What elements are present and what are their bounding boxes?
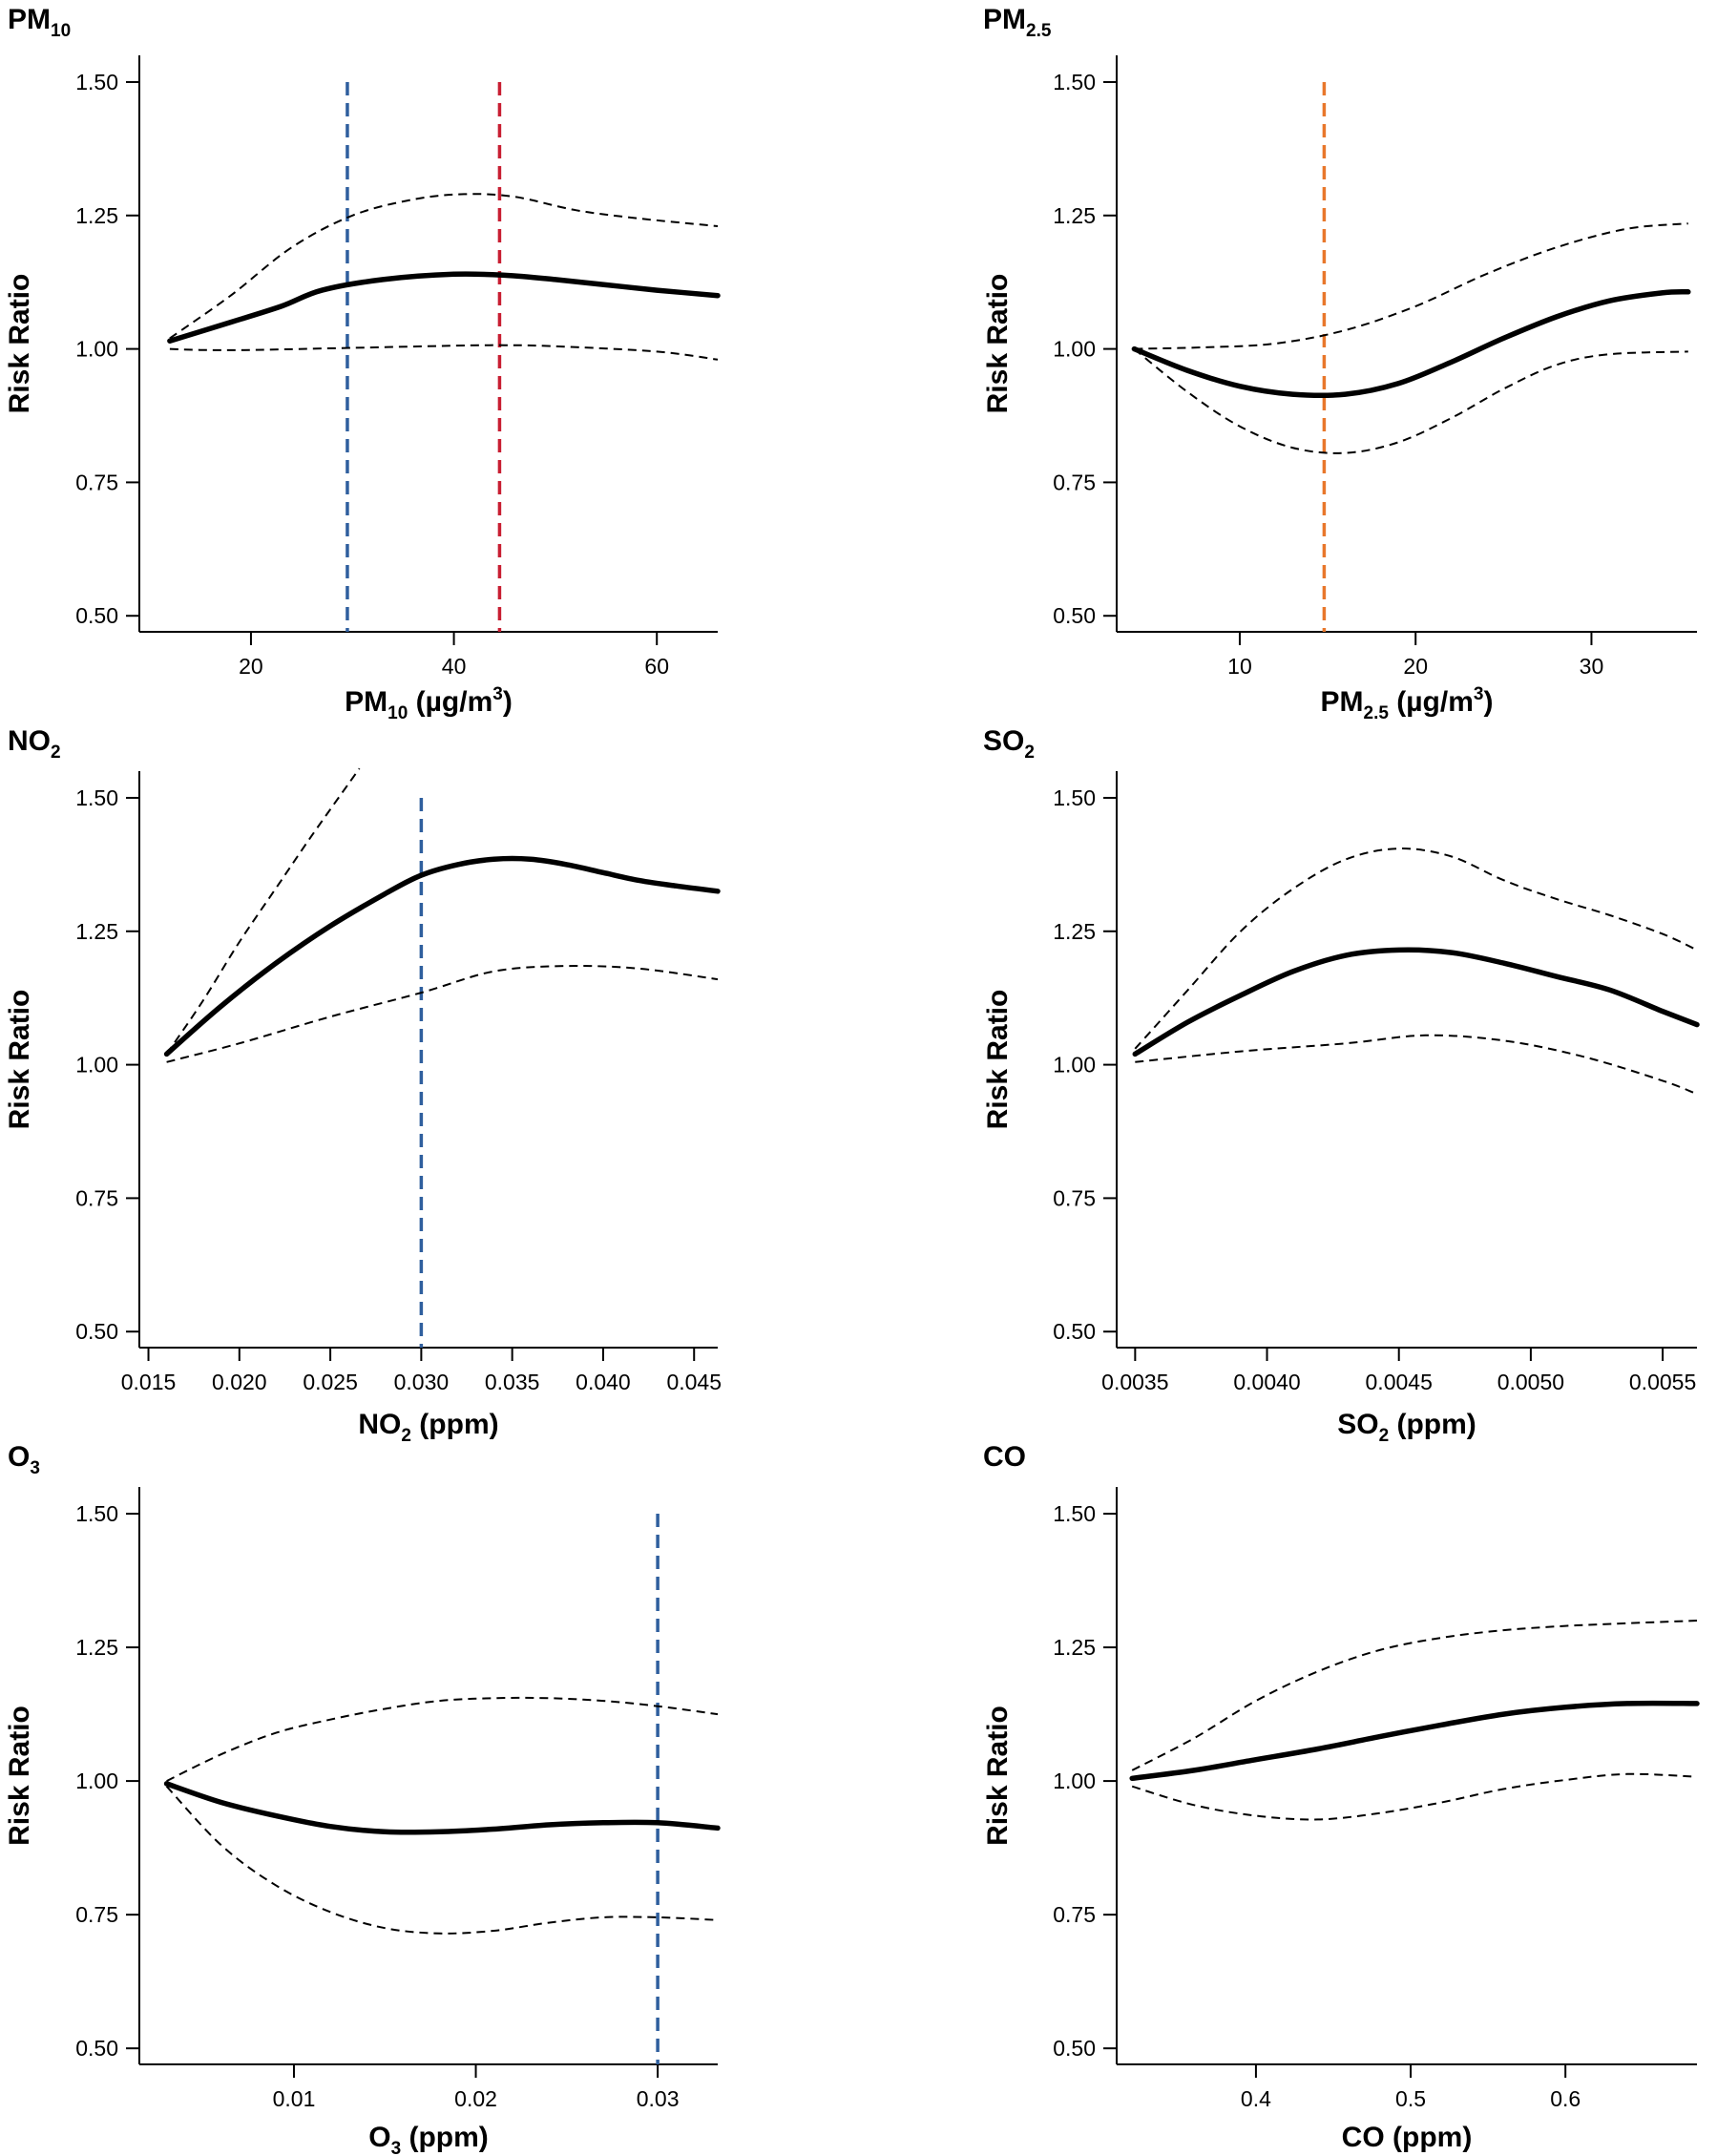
estimate-line xyxy=(163,855,721,1057)
panel-title: CO xyxy=(983,1441,1026,1473)
x-tick-label: 0.035 xyxy=(485,1370,540,1394)
y-tick-label: 0.50 xyxy=(75,1319,118,1344)
upper-ci-line xyxy=(1134,848,1698,1050)
x-tick-label: 20 xyxy=(1403,654,1428,679)
y-tick-label: 1.50 xyxy=(75,1501,118,1526)
y-tick-label: 0.75 xyxy=(1053,1902,1096,1927)
lower-ci-line xyxy=(166,965,719,1063)
y-tick-label: 0.50 xyxy=(1053,603,1096,628)
upper-ci-line xyxy=(169,193,719,340)
x-tick-label: 0.030 xyxy=(394,1370,450,1394)
panel-title: SO2 xyxy=(983,725,1035,763)
estimate-line xyxy=(167,271,721,344)
y-tick-label: 1.00 xyxy=(1053,1053,1096,1078)
x-axis-title: PM2.5 (µg/m3) xyxy=(1321,684,1494,723)
x-tick-label: 0.0055 xyxy=(1629,1370,1696,1394)
x-tick-label: 0.6 xyxy=(1550,2086,1581,2111)
upper-ci-line xyxy=(1134,222,1688,350)
y-tick-label: 1.00 xyxy=(75,337,118,362)
y-tick-label: 0.50 xyxy=(75,603,118,628)
upper-ci-line xyxy=(165,767,361,1055)
x-axis-title: CO (ppm) xyxy=(1342,2122,1473,2153)
y-tick-label: 1.50 xyxy=(1053,70,1096,94)
panel-title: O3 xyxy=(8,1441,40,1478)
y-tick-label: 0.50 xyxy=(1053,1319,1096,1344)
y-axis-title: Risk Ratio xyxy=(982,990,1014,1130)
y-tick-label: 1.25 xyxy=(1053,203,1096,228)
x-tick-label: 0.015 xyxy=(121,1370,177,1394)
estimate-line xyxy=(163,1781,721,1835)
panel-title: PM10 xyxy=(8,4,71,41)
x-axis-title: NO2 (ppm) xyxy=(358,1409,498,1446)
panel-co: CO 0.50 0.75 1.00 1.25 1.50 0.4 0.5 0.6 Risk Rati… xyxy=(982,1441,1700,2153)
lower-ci-line xyxy=(1133,347,1688,454)
lower-ci-line xyxy=(165,1786,719,1935)
estimate-line xyxy=(1132,947,1700,1057)
x-tick-label: 0.0045 xyxy=(1366,1370,1433,1394)
panel-no2: NO2 0.50 0.75 1.00 1.25 1.50 0.015 0.020 0.025 0.… xyxy=(4,725,722,1446)
upper-ci-line xyxy=(1131,1620,1698,1771)
lower-ci-line xyxy=(1135,1034,1698,1096)
y-tick-label: 1.50 xyxy=(1053,785,1096,810)
y-tick-label: 1.00 xyxy=(75,1053,118,1078)
panel-pm10: PM10 0.50 0.75 1.00 1.25 1.50 20 40 60 Risk Ratio… xyxy=(4,4,721,723)
y-tick-label: 0.50 xyxy=(75,2036,118,2061)
y-tick-label: 1.00 xyxy=(1053,337,1096,362)
y-tick-label: 0.75 xyxy=(1053,470,1096,494)
y-axis-title: Risk Ratio xyxy=(4,1706,35,1846)
y-tick-label: 0.50 xyxy=(1053,2036,1096,2061)
y-tick-label: 1.50 xyxy=(1053,1501,1096,1526)
x-tick-label: 60 xyxy=(644,654,669,679)
y-axis-title: Risk Ratio xyxy=(4,274,35,414)
y-tick-label: 1.00 xyxy=(1053,1769,1096,1793)
estimate-line xyxy=(1131,289,1691,399)
y-tick-label: 1.50 xyxy=(75,785,118,810)
lower-ci-line xyxy=(1131,1772,1698,1821)
x-tick-label: 0.045 xyxy=(666,1370,722,1394)
y-tick-label: 0.75 xyxy=(1053,1185,1096,1210)
y-tick-label: 0.75 xyxy=(75,470,118,494)
lower-ci-line xyxy=(169,344,719,361)
x-axis-title: O3 (ppm) xyxy=(368,2122,489,2156)
panel-pm25: PM2.5 0.50 0.75 1.00 1.25 1.50 10 20 30 Risk Rati… xyxy=(982,4,1697,723)
y-tick-label: 1.50 xyxy=(75,70,118,94)
panel-o3: O3 0.50 0.75 1.00 1.25 1.50 0.01 0.02 0.03 Risk R… xyxy=(4,1441,721,2156)
x-tick-label: 0.02 xyxy=(454,2086,497,2111)
x-tick-label: 0.0050 xyxy=(1497,1370,1564,1394)
y-tick-label: 0.75 xyxy=(75,1185,118,1210)
y-axis-title: Risk Ratio xyxy=(982,1706,1014,1846)
y-tick-label: 1.25 xyxy=(75,919,118,944)
x-tick-label: 0.0040 xyxy=(1233,1370,1300,1394)
x-tick-label: 0.4 xyxy=(1241,2086,1271,2111)
x-axis-title: SO2 (ppm) xyxy=(1337,1409,1476,1446)
panel-so2: SO2 0.50 0.75 1.00 1.25 1.50 0.0035 0.0040 0.004… xyxy=(982,725,1700,1446)
panel-title: NO2 xyxy=(8,725,61,763)
y-tick-label: 0.75 xyxy=(75,1902,118,1927)
x-tick-label: 20 xyxy=(239,654,263,679)
x-tick-label: 0.5 xyxy=(1395,2086,1426,2111)
y-tick-label: 1.25 xyxy=(75,1635,118,1660)
x-tick-label: 0.025 xyxy=(303,1370,358,1394)
x-tick-label: 0.020 xyxy=(212,1370,267,1394)
x-tick-label: 0.040 xyxy=(576,1370,631,1394)
y-axis-title: Risk Ratio xyxy=(982,274,1014,414)
x-tick-label: 0.0035 xyxy=(1101,1370,1168,1394)
upper-ci-line xyxy=(166,1696,719,1782)
x-tick-label: 40 xyxy=(442,654,467,679)
y-axis-title: Risk Ratio xyxy=(4,990,35,1130)
x-tick-label: 0.01 xyxy=(273,2086,316,2111)
x-tick-label: 30 xyxy=(1580,654,1604,679)
y-tick-label: 1.00 xyxy=(75,1769,118,1793)
x-tick-label: 10 xyxy=(1227,654,1252,679)
y-tick-label: 1.25 xyxy=(75,203,118,228)
estimate-line xyxy=(1129,1700,1700,1782)
y-tick-label: 1.25 xyxy=(1053,919,1096,944)
y-tick-label: 1.25 xyxy=(1053,1635,1096,1660)
x-tick-label: 0.03 xyxy=(637,2086,680,2111)
panel-title: PM2.5 xyxy=(983,4,1052,41)
x-axis-title: PM10 (µg/m3) xyxy=(345,684,513,723)
